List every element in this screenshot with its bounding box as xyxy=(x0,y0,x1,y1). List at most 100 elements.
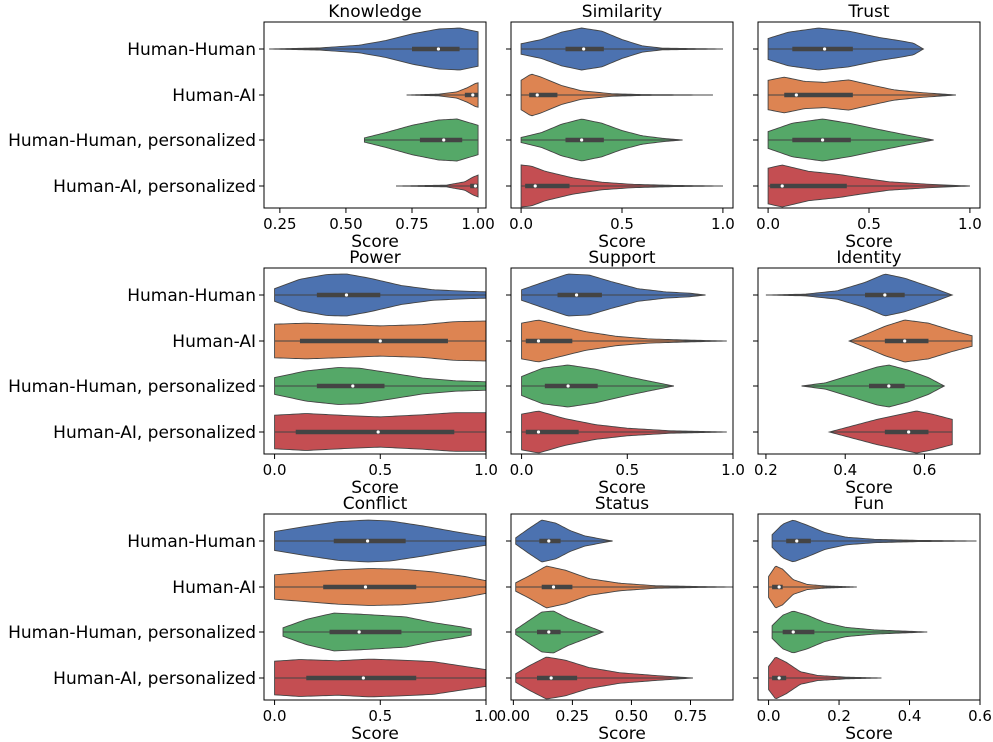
x-axis-label: Score xyxy=(845,724,893,742)
x-tick-label: 1.0 xyxy=(474,707,498,725)
median-dot-3 xyxy=(780,184,784,188)
panel-title: Knowledge xyxy=(328,2,421,22)
median-dot-0 xyxy=(883,293,887,297)
panel-similarity: Similarity 0.0 0.5 1.0 Score xyxy=(506,2,735,252)
median-dot-0 xyxy=(823,47,827,51)
y-tick-label: Human-AI, personalized xyxy=(53,423,256,443)
x-tick-label: 0.6 xyxy=(913,461,937,479)
x-tick-label: 0.5 xyxy=(610,215,634,233)
median-dot-0 xyxy=(795,539,799,543)
median-dot-3 xyxy=(473,184,478,188)
panel-title: Power xyxy=(349,248,400,268)
median-dot-1 xyxy=(777,585,781,589)
plot-frame xyxy=(757,267,981,455)
x-axis-label: Score xyxy=(845,232,893,252)
median-dot-0 xyxy=(574,293,579,297)
x-tick-label: 0.2 xyxy=(754,461,778,479)
median-dot-0 xyxy=(582,47,586,51)
y-tick-label: Human-AI, personalized xyxy=(53,177,256,197)
median-dot-0 xyxy=(344,293,349,297)
y-tick-label: Human-Human, personalized xyxy=(8,377,256,397)
median-dot-0 xyxy=(366,539,370,543)
x-axis-label: Score xyxy=(845,478,893,498)
median-dot-3 xyxy=(376,430,380,434)
median-dot-2 xyxy=(820,138,825,142)
x-tick-label: 0.0 xyxy=(509,215,533,233)
x-tick-label: 1.00 xyxy=(461,215,494,233)
x-tick-label: 1.0 xyxy=(474,461,498,479)
x-tick-label: 0.50 xyxy=(329,215,362,233)
median-dot-2 xyxy=(351,384,355,388)
x-tick-label: 1.0 xyxy=(721,461,745,479)
x-tick-label: 0.5 xyxy=(368,707,392,725)
x-tick-label: 0.0 xyxy=(510,461,534,479)
panel-trust: Trust 0.0 0.5 1.0 Score xyxy=(753,2,982,252)
x-tick-label: 0.0 xyxy=(263,461,287,479)
panel-title: Similarity xyxy=(582,2,662,22)
median-dot-0 xyxy=(436,47,441,51)
x-axis-label: Score xyxy=(351,724,399,742)
x-tick-label: 0.0 xyxy=(757,707,781,725)
y-tick-label: Human-AI, personalized xyxy=(53,669,256,689)
median-dot-1 xyxy=(363,585,368,589)
x-tick-label: 0.0 xyxy=(263,707,287,725)
median-dot-2 xyxy=(566,384,570,388)
panel-title: Fun xyxy=(854,494,884,514)
x-tick-label: 0.00 xyxy=(497,707,530,725)
panel-title: Support xyxy=(588,248,656,268)
panel-title: Identity xyxy=(836,248,901,268)
median-dot-3 xyxy=(549,676,553,680)
median-dot-2 xyxy=(547,630,551,634)
median-dot-1 xyxy=(535,93,539,97)
x-tick-label: 0.25 xyxy=(556,707,589,725)
plot-frame xyxy=(263,21,487,209)
median-dot-1 xyxy=(903,339,907,343)
x-tick-label: 0.5 xyxy=(368,461,392,479)
plot-frame xyxy=(263,513,487,701)
y-tick-label: Human-AI xyxy=(172,86,256,106)
median-dot-2 xyxy=(442,138,446,142)
y-tick-label: Human-AI xyxy=(172,332,256,352)
panel-fun: Fun 0.0 0.2 0.4 0.6 Score xyxy=(753,494,992,742)
median-dot-1 xyxy=(536,339,541,343)
panel-status: Status 0.00 0.25 0.50 0.75 Score xyxy=(497,494,734,742)
median-dot-0 xyxy=(547,539,551,543)
median-dot-3 xyxy=(907,430,911,434)
x-tick-label: 0.4 xyxy=(898,707,922,725)
median-dot-1 xyxy=(551,585,556,589)
plot-frame xyxy=(510,267,734,455)
y-tick-label: Human-AI xyxy=(172,578,256,598)
panel-identity: Identity 0.2 0.4 0.6 Score xyxy=(753,248,981,498)
plot-frame xyxy=(757,513,981,701)
panel-conflict: Conflict 0.0 0.5 1.0 Score Human-Human Human-A… xyxy=(8,494,498,742)
median-dot-3 xyxy=(777,676,781,680)
median-dot-3 xyxy=(536,430,541,434)
x-tick-label: 0.5 xyxy=(615,461,639,479)
x-tick-label: 0.50 xyxy=(615,707,648,725)
panel-power: Power 0.0 0.5 1.0 Score Human-Human Human-AI Hu… xyxy=(8,248,498,498)
y-tick-label: Human-Human, personalized xyxy=(8,131,256,151)
median-dot-1 xyxy=(471,93,475,97)
panel-knowledge: Knowledge 0.25 0.50 0.75 1.00 Score Human-Huma… xyxy=(8,2,495,252)
x-tick-label: 1.0 xyxy=(958,215,982,233)
panel-title: Conflict xyxy=(343,494,408,514)
median-dot-2 xyxy=(580,138,584,142)
y-tick-label: Human-Human xyxy=(127,532,256,552)
x-tick-label: 0.2 xyxy=(827,707,851,725)
plot-frame xyxy=(263,267,487,455)
median-dot-2 xyxy=(357,630,361,634)
y-tick-label: Human-Human xyxy=(127,286,256,306)
x-axis-label: Score xyxy=(598,232,646,252)
median-dot-3 xyxy=(533,184,537,188)
median-dot-1 xyxy=(378,339,382,343)
x-tick-label: 0.6 xyxy=(968,707,992,725)
x-axis-label: Score xyxy=(598,724,646,742)
panel-title: Status xyxy=(595,494,649,514)
panel-title: Trust xyxy=(847,2,890,22)
plot-frame xyxy=(510,513,734,701)
panel-support: Support 0.0 0.5 1.0 Score xyxy=(506,248,745,498)
x-axis-label: Score xyxy=(598,478,646,498)
x-tick-label: 0.25 xyxy=(263,215,296,233)
x-tick-label: 0.75 xyxy=(674,707,707,725)
